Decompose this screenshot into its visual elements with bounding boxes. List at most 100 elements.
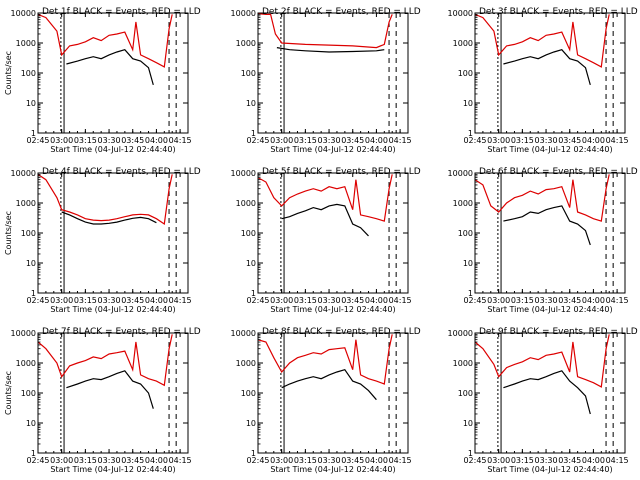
x-tick-label: 04:15 (169, 296, 192, 305)
x-axis-label: Start Time (04-Jul-12 02:44:40) (487, 465, 612, 474)
detector-panel: 02:45 03:00 03:15 03:30 03:45 04:00 04:15 1 10 10… (448, 7, 638, 154)
detector-panel: 02:45 03:00 03:15 03:30 03:45 04:00 04:15 1 10 10… (448, 167, 638, 314)
x-tick-label: 02:45 (463, 456, 486, 465)
panel-title: Det 3f BLACK = Events, RED = LLD (479, 7, 638, 17)
y-tick-label: 100 (458, 389, 473, 398)
x-axis-label: Start Time (04-Jul-12 02:44:40) (50, 145, 175, 154)
x-tick-label: 02:45 (26, 296, 49, 305)
x-tick-label: 04:15 (606, 136, 629, 145)
x-tick-label: 03:45 (341, 136, 364, 145)
panel-title: Det 2f BLACK = Events, RED = LLD (262, 7, 421, 17)
detector-panel: 02:45 03:00 03:15 03:30 03:45 04:00 04:15 1 10 10… (4, 167, 201, 314)
y-tick-label: 1000 (453, 199, 473, 208)
x-tick-label: 04:15 (389, 136, 412, 145)
x-tick-label: 02:45 (26, 136, 49, 145)
y-axis-label: Counts/sec (4, 51, 13, 95)
y-tick-label: 10000 (11, 169, 36, 178)
y-tick-label: 10000 (448, 169, 473, 178)
lld-series-line (475, 174, 610, 222)
y-tick-label: 10 (246, 419, 256, 428)
y-tick-label: 1000 (16, 39, 36, 48)
x-tick-label: 03:00 (50, 136, 73, 145)
events-series-line (281, 369, 377, 401)
x-tick-label: 03:00 (270, 296, 293, 305)
y-tick-label: 10 (26, 99, 36, 108)
x-tick-label: 04:15 (389, 456, 412, 465)
x-tick-label: 03:15 (511, 136, 534, 145)
y-tick-label: 10000 (11, 9, 36, 18)
x-tick-label: 03:30 (535, 296, 558, 305)
y-tick-label: 1000 (453, 39, 473, 48)
panel-title: Det 9f BLACK = Events, RED = LLD (479, 327, 638, 337)
x-tick-label: 03:30 (98, 296, 121, 305)
y-tick-label: 10 (26, 259, 36, 268)
panel-title: Det 1f BLACK = Events, RED = LLD (42, 7, 201, 17)
lld-series-line (258, 174, 393, 222)
x-tick-label: 03:00 (487, 136, 510, 145)
x-tick-label: 04:00 (582, 296, 605, 305)
x-tick-label: 03:30 (535, 136, 558, 145)
x-axis-label: Start Time (04-Jul-12 02:44:40) (487, 145, 612, 154)
x-tick-label: 02:45 (246, 296, 269, 305)
y-tick-label: 100 (241, 69, 256, 78)
detector-panel: 02:45 03:00 03:15 03:30 03:45 04:00 04:15 1 10 10… (231, 167, 421, 314)
x-tick-label: 04:15 (606, 456, 629, 465)
x-tick-label: 04:00 (365, 136, 388, 145)
x-tick-label: 03:45 (558, 296, 581, 305)
y-tick-label: 100 (458, 69, 473, 78)
x-tick-label: 03:30 (98, 456, 121, 465)
panel-title: Det 8f BLACK = Events, RED = LLD (262, 327, 421, 337)
x-tick-label: 03:15 (511, 296, 534, 305)
x-tick-label: 03:00 (50, 296, 73, 305)
y-tick-label: 10 (26, 419, 36, 428)
x-tick-label: 02:45 (246, 136, 269, 145)
y-tick-label: 100 (21, 229, 36, 238)
x-tick-label: 03:30 (98, 136, 121, 145)
y-tick-label: 1000 (236, 359, 256, 368)
y-tick-label: 1 (468, 129, 473, 138)
x-tick-label: 03:30 (318, 296, 341, 305)
lld-series-line (475, 13, 610, 68)
x-tick-label: 03:00 (487, 456, 510, 465)
events-series-line (276, 47, 385, 53)
y-tick-label: 10000 (231, 329, 256, 338)
y-tick-label: 1 (468, 449, 473, 458)
x-tick-label: 03:00 (487, 296, 510, 305)
y-tick-label: 1000 (453, 359, 473, 368)
y-tick-label: 1 (31, 449, 36, 458)
x-tick-label: 03:15 (74, 136, 97, 145)
x-tick-label: 03:30 (318, 136, 341, 145)
x-tick-label: 03:15 (294, 296, 317, 305)
y-tick-label: 10000 (231, 9, 256, 18)
x-tick-label: 03:15 (511, 456, 534, 465)
detector-panel: 02:45 03:00 03:15 03:30 03:45 04:00 04:15 1 10 10… (4, 7, 201, 154)
panel-title: Det 4f BLACK = Events, RED = LLD (42, 167, 201, 177)
x-axis-label: Start Time (04-Jul-12 02:44:40) (50, 465, 175, 474)
x-tick-label: 03:45 (558, 456, 581, 465)
x-tick-label: 03:15 (74, 296, 97, 305)
x-axis-label: Start Time (04-Jul-12 02:44:40) (270, 145, 395, 154)
panel-title: Det 7f BLACK = Events, RED = LLD (42, 327, 201, 337)
y-tick-label: 1 (468, 289, 473, 298)
events-series-line (66, 370, 154, 409)
y-tick-label: 1 (251, 289, 256, 298)
x-axis-label: Start Time (04-Jul-12 02:44:40) (270, 465, 395, 474)
x-tick-label: 03:00 (270, 456, 293, 465)
lld-series-line (475, 334, 610, 388)
detector-panel: 02:45 03:00 03:15 03:30 03:45 04:00 04:15 1 10 10… (4, 327, 201, 474)
x-tick-label: 02:45 (463, 136, 486, 145)
y-tick-label: 1 (251, 449, 256, 458)
x-tick-label: 04:00 (582, 456, 605, 465)
y-tick-label: 10000 (448, 329, 473, 338)
x-axis-label: Start Time (04-Jul-12 02:44:40) (50, 305, 175, 314)
events-series-line (66, 49, 154, 86)
x-tick-label: 03:45 (121, 136, 144, 145)
x-tick-label: 04:15 (389, 296, 412, 305)
detector-panel: 02:45 03:00 03:15 03:30 03:45 04:00 04:15 1 10 10… (448, 327, 638, 474)
panel-title: Det 5f BLACK = Events, RED = LLD (262, 167, 421, 177)
y-tick-label: 1 (31, 129, 36, 138)
y-tick-label: 100 (21, 69, 36, 78)
y-tick-label: 10000 (448, 9, 473, 18)
